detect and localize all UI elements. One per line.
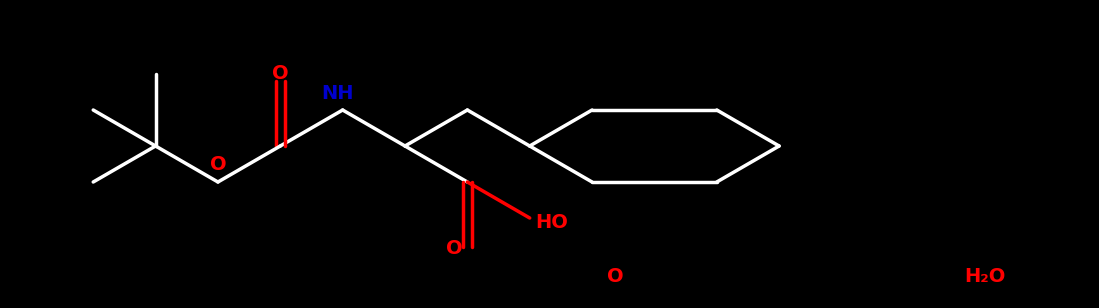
Text: O: O — [210, 156, 226, 175]
Text: O: O — [607, 266, 623, 286]
Text: O: O — [446, 239, 463, 258]
Text: O: O — [271, 64, 289, 83]
Text: NH: NH — [321, 83, 354, 103]
Text: HO: HO — [535, 213, 568, 233]
Text: H₂O: H₂O — [964, 266, 1006, 286]
